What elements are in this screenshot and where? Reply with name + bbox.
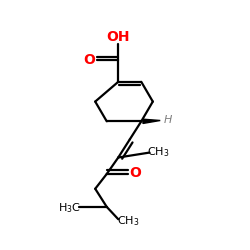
Text: O: O [130, 166, 141, 180]
Text: H: H [164, 116, 172, 126]
Text: CH$_3$: CH$_3$ [117, 214, 139, 228]
Text: CH$_3$: CH$_3$ [147, 145, 170, 159]
Text: H$_3$C: H$_3$C [58, 202, 81, 215]
Polygon shape [143, 119, 160, 124]
Text: O: O [84, 52, 96, 66]
Text: OH: OH [106, 30, 130, 44]
